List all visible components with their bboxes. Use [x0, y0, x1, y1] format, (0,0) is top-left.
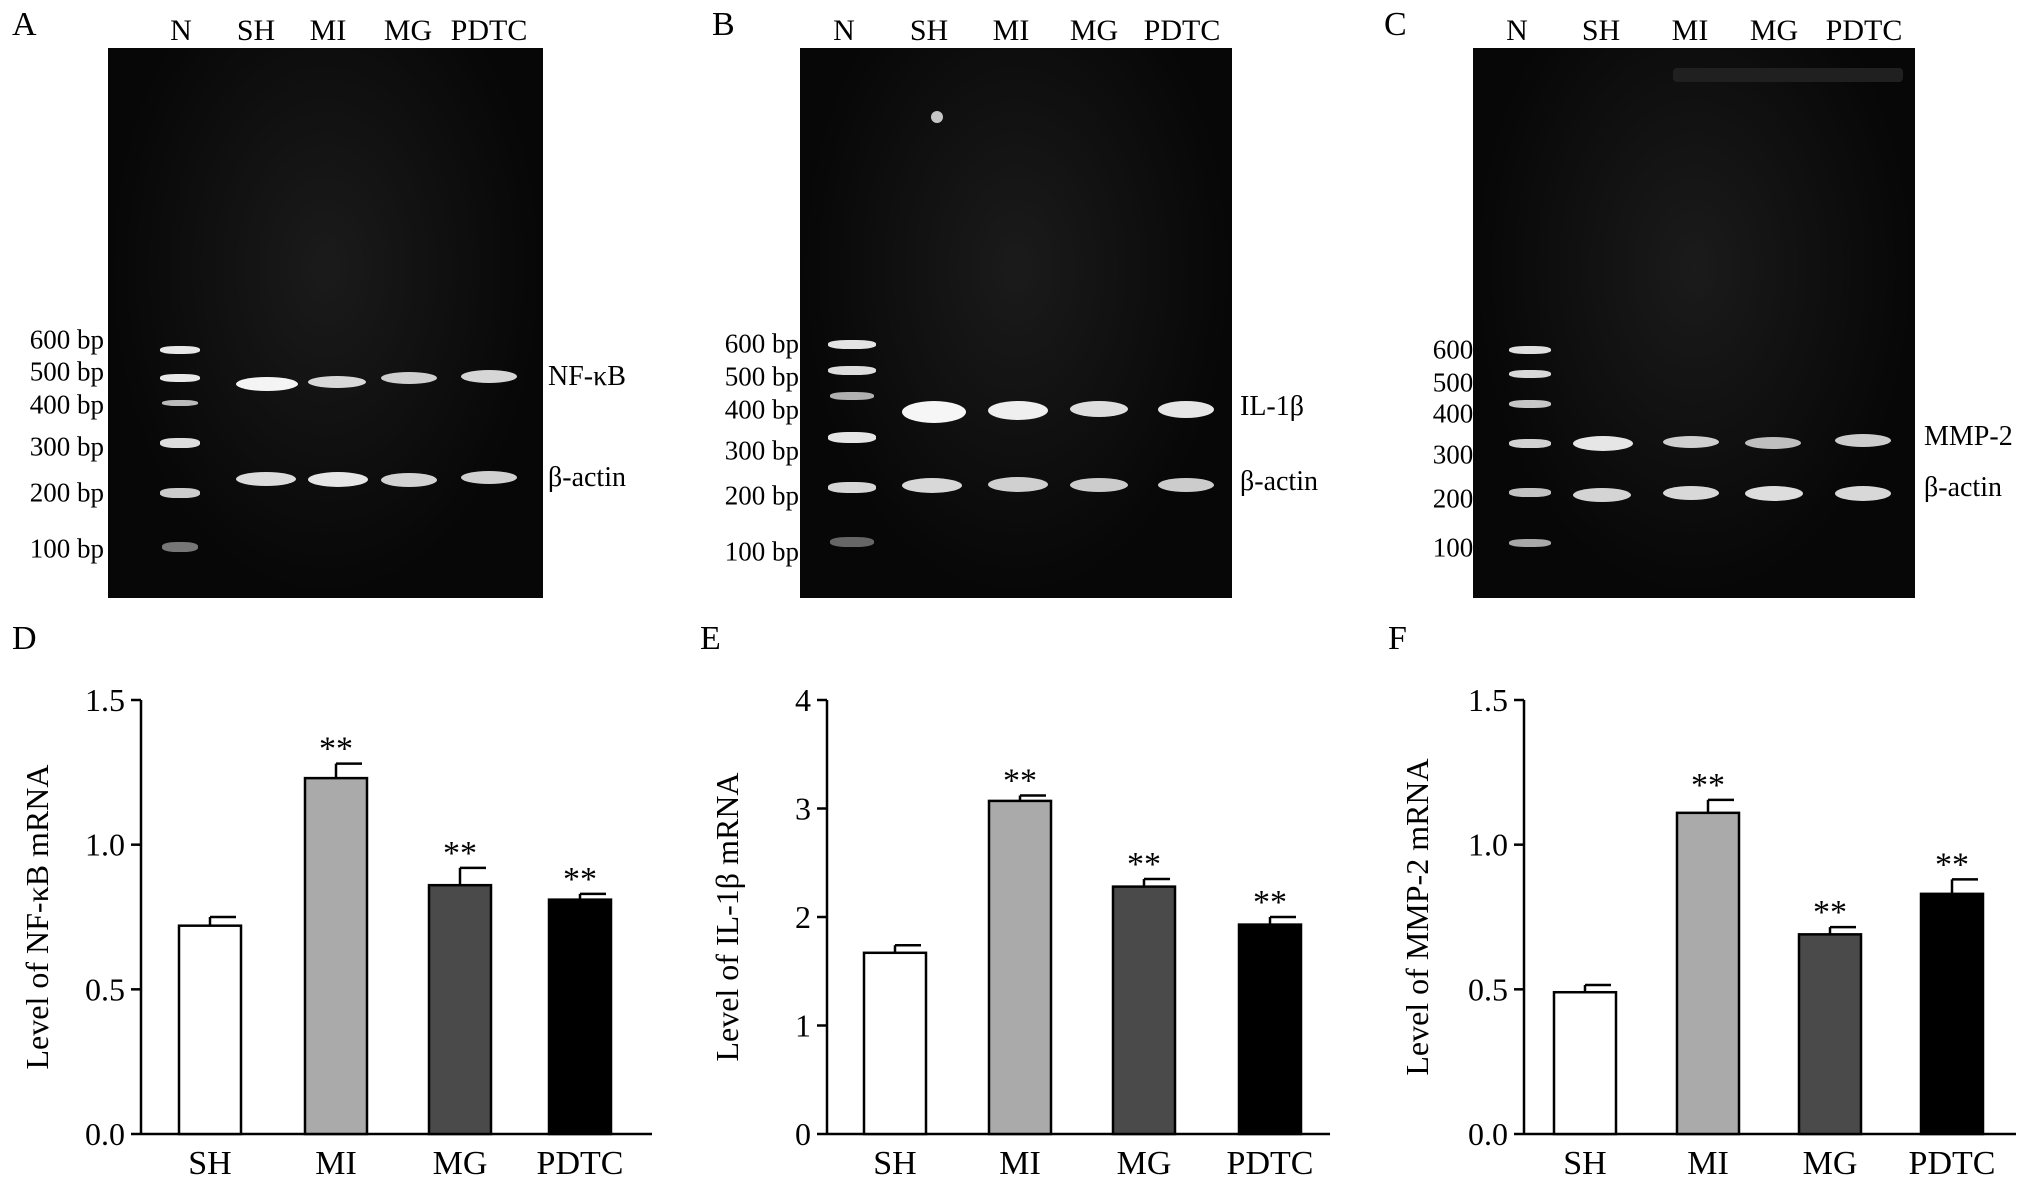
lane-label-sh: SH	[909, 14, 949, 47]
x-tick-label: MI	[1687, 1145, 1729, 1182]
bp-label-300: 300 bp	[724, 435, 799, 466]
panel-label-a: A	[12, 6, 37, 43]
lane-label-pdtc: PDTC	[1143, 14, 1221, 47]
bar-mg	[1797, 933, 1863, 1136]
bar-mg	[427, 883, 493, 1136]
significance-marker: **	[1813, 894, 1847, 931]
bar-sh	[1552, 990, 1618, 1136]
significance-marker: **	[1003, 762, 1037, 799]
gene-label-beta-actin: β-actin	[1924, 472, 2002, 503]
lane-label-mg: MG	[1069, 14, 1119, 47]
bar-pdtc	[1919, 892, 1985, 1136]
y-tick-label: 2	[795, 899, 811, 935]
lane-label-mi: MI	[309, 14, 347, 47]
y-tick-label: 1.5	[85, 682, 125, 718]
lane-label-n: N	[1506, 14, 1528, 47]
y-tick-label: 4	[795, 682, 811, 718]
significance-marker: **	[1127, 846, 1161, 883]
bp-label-200: 200 bp	[29, 477, 104, 508]
lane-label-n: N	[170, 14, 192, 47]
y-tick-label: 0.0	[85, 1116, 125, 1152]
bp-label-300: 300 bp	[29, 431, 104, 462]
bar-chart-e: 0 1 2 3 4 Level of IL-1β mRNA SH ** MI ** MG ** PDTC	[709, 682, 1330, 1182]
significance-marker: **	[443, 835, 477, 872]
x-tick-label: MG	[1117, 1145, 1172, 1182]
bar-sh	[862, 951, 928, 1136]
y-axis-title: Level of IL-1β mRNA	[709, 772, 745, 1061]
gene-label-il1b: IL-1β	[1240, 391, 1304, 422]
bar-mg	[1111, 885, 1177, 1136]
panel-label-b: B	[712, 6, 735, 43]
lane-label-mi: MI	[1671, 14, 1709, 47]
gel-image-a	[108, 48, 543, 598]
y-tick-label: 1.0	[85, 827, 125, 863]
bar-chart-f: 0.0 0.5 1.0 1.5 Level of MMP-2 mRNA SH ** MI ** M…	[1399, 682, 2016, 1182]
bp-label-400: 400 bp	[29, 389, 104, 420]
gel-image-c	[1473, 48, 1915, 598]
x-tick-label: MG	[1803, 1145, 1858, 1182]
bp-label-500: 500 bp	[29, 356, 104, 387]
bp-label-600: 600 bp	[29, 324, 104, 355]
lane-label-pdtc: PDTC	[1825, 14, 1903, 47]
y-tick-label: 0.0	[1468, 1116, 1508, 1152]
gel-image-b	[800, 48, 1232, 598]
significance-marker: **	[319, 731, 353, 768]
panel-label-d: D	[12, 620, 37, 657]
x-tick-label: MG	[433, 1145, 488, 1182]
bp-label-100: 100 bp	[29, 533, 104, 564]
significance-marker: **	[563, 861, 597, 898]
bp-label-400: 400 bp	[724, 394, 799, 425]
lane-label-mg: MG	[383, 14, 433, 47]
significance-marker: **	[1691, 767, 1725, 804]
bar-mi	[1675, 811, 1741, 1136]
y-axis-title: Level of NF-κB mRNA	[19, 765, 55, 1070]
bar-pdtc	[1237, 923, 1303, 1136]
bar-mi	[303, 776, 369, 1136]
bp-label-600: 600 bp	[724, 328, 799, 359]
x-tick-label: PDTC	[1909, 1145, 1996, 1182]
x-tick-label: SH	[1563, 1145, 1606, 1182]
x-tick-label: SH	[873, 1145, 916, 1182]
y-tick-label: 0.5	[85, 971, 125, 1007]
bp-label-100: 100 bp	[724, 536, 799, 567]
lane-label-sh: SH	[236, 14, 276, 47]
gene-label-beta-actin: β-actin	[548, 462, 626, 493]
x-tick-label: MI	[999, 1145, 1041, 1182]
significance-marker: **	[1935, 846, 1969, 883]
y-tick-label: 1.0	[1468, 827, 1508, 863]
lane-label-sh: SH	[1581, 14, 1621, 47]
panel-label-c: C	[1384, 6, 1407, 43]
significance-marker: **	[1253, 884, 1287, 921]
gene-label-nfkb: NF-κB	[548, 361, 626, 392]
y-axis-title: Level of MMP-2 mRNA	[1399, 758, 1435, 1075]
lane-label-mi: MI	[992, 14, 1030, 47]
y-tick-label: 0	[795, 1116, 811, 1152]
bar-sh	[177, 924, 243, 1136]
y-tick-label: 3	[795, 791, 811, 827]
x-tick-label: PDTC	[537, 1145, 624, 1182]
lane-label-n: N	[833, 14, 855, 47]
gene-label-mmp2: MMP-2	[1924, 421, 2013, 452]
y-tick-label: 1	[795, 1008, 811, 1044]
y-tick-label: 1.5	[1468, 682, 1508, 718]
lane-label-mg: MG	[1749, 14, 1799, 47]
panel-label-e: E	[700, 620, 721, 657]
lane-label-pdtc: PDTC	[450, 14, 528, 47]
gene-label-beta-actin: β-actin	[1240, 466, 1318, 497]
bp-label-500: 500 bp	[724, 361, 799, 392]
panel-label-f: F	[1388, 620, 1407, 657]
x-tick-label: MI	[315, 1145, 357, 1182]
y-tick-label: 0.5	[1468, 971, 1508, 1007]
bar-mi	[987, 799, 1053, 1136]
bar-chart-d: 0.0 0.5 1.0 1.5 Level of NF-κB mRNA SH ** MI ** M…	[19, 682, 652, 1182]
x-tick-label: SH	[188, 1145, 231, 1182]
bar-pdtc	[547, 898, 613, 1136]
bp-label-200: 200 bp	[724, 480, 799, 511]
x-tick-label: PDTC	[1227, 1145, 1314, 1182]
